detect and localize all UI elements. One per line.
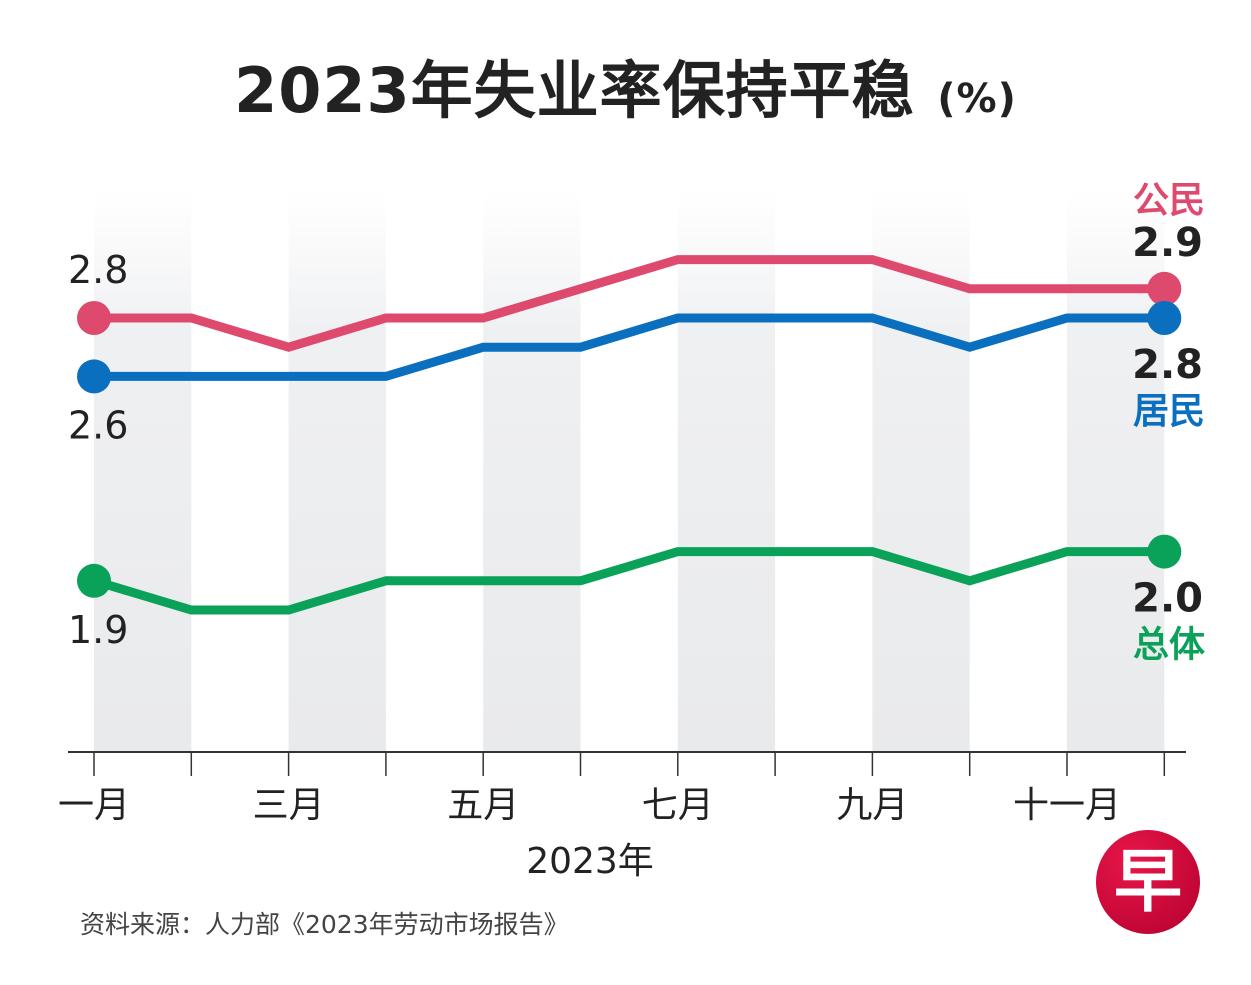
column-band bbox=[1067, 190, 1165, 752]
chart-title: 2023年失业率保持平稳 (%) bbox=[0, 40, 1251, 130]
start-value-label: 2.6 bbox=[68, 403, 128, 447]
series-line-2 bbox=[92, 547, 1165, 615]
series-name-label: 公民 bbox=[1133, 180, 1205, 221]
title-main: 2023年失业率保持平稳 bbox=[234, 54, 915, 127]
title-unit: (%) bbox=[937, 76, 1017, 122]
x-axis-label: 2023年 bbox=[526, 841, 654, 882]
x-tick-label: 九月 bbox=[836, 785, 908, 826]
end-point bbox=[1147, 301, 1182, 335]
start-point bbox=[77, 359, 111, 394]
series-line-1 bbox=[94, 313, 1165, 381]
end-value-label: 2.9 bbox=[1132, 220, 1203, 266]
column-band bbox=[677, 190, 776, 752]
x-tick-label: 一月 bbox=[58, 785, 130, 826]
x-tick-label: 三月 bbox=[253, 785, 325, 826]
source-note: 资料来源：人力部《2023年劳动市场报告》 bbox=[80, 910, 569, 939]
end-point bbox=[1147, 534, 1182, 569]
x-tick-label: 十一月 bbox=[1013, 785, 1121, 826]
start-value-label: 2.8 bbox=[68, 248, 128, 292]
x-tick-label: 五月 bbox=[447, 785, 519, 826]
end-point bbox=[1147, 271, 1182, 306]
series-line-0 bbox=[94, 255, 1165, 352]
column-band bbox=[288, 190, 386, 752]
column-band bbox=[94, 190, 192, 752]
start-value-label: 1.9 bbox=[68, 608, 128, 652]
series-name-label: 总体 bbox=[1133, 625, 1205, 666]
zaobao-logo: 早 bbox=[1096, 830, 1200, 934]
end-value-label: 2.0 bbox=[1132, 576, 1203, 622]
start-point bbox=[77, 563, 111, 598]
x-tick-label: 七月 bbox=[642, 785, 714, 826]
start-point bbox=[77, 301, 111, 335]
end-value-label: 2.8 bbox=[1132, 342, 1203, 388]
column-band bbox=[483, 190, 581, 752]
series-name-label: 居民 bbox=[1133, 391, 1205, 432]
